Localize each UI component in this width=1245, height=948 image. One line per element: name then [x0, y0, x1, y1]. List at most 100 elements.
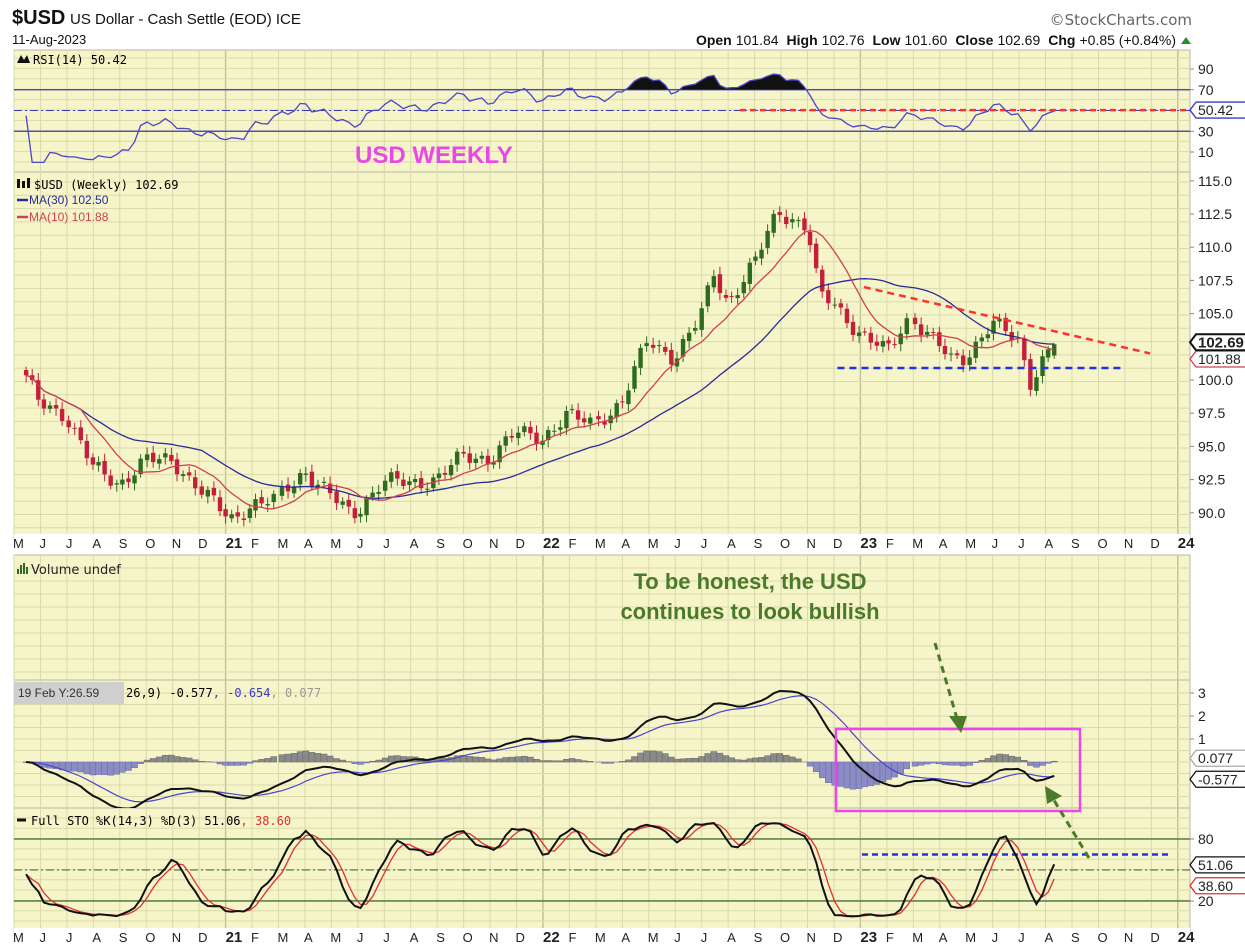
- macd-histogram-bar: [185, 757, 193, 763]
- candle-body: [711, 276, 717, 288]
- candle-body: [467, 453, 472, 463]
- macd-histogram-bar: [544, 760, 552, 763]
- time-axis-label: A: [1045, 536, 1054, 551]
- macd-histogram-bar: [776, 753, 783, 763]
- candle-body: [991, 320, 996, 334]
- candle-body: [59, 408, 65, 421]
- candle-body: [376, 492, 381, 494]
- macd-badge-box: [1189, 770, 1245, 788]
- candle-body: [973, 341, 978, 358]
- candle-body: [1040, 356, 1045, 377]
- candle-body: [144, 454, 150, 461]
- candle-body: [931, 332, 936, 334]
- macd-histogram-bar: [240, 761, 248, 766]
- candle-body: [180, 474, 186, 477]
- macd-histogram-bar: [1044, 761, 1052, 764]
- macd-histogram-bar: [168, 754, 175, 763]
- ma30-legend: MA(30) 102.50: [29, 193, 109, 207]
- macd-histogram-bar: [1039, 761, 1046, 766]
- candle-body: [442, 472, 448, 475]
- sto-d-badge: 38.60: [1198, 878, 1233, 894]
- candle-body: [717, 274, 723, 294]
- time-axis-label: S: [119, 930, 128, 945]
- candle-body: [461, 451, 466, 454]
- macd-histogram-bar: [978, 760, 986, 763]
- macd-histogram-bar: [222, 761, 229, 766]
- time-axis-label: O: [145, 930, 155, 945]
- time-axis-label: 24: [1178, 535, 1195, 552]
- price-axis-label: 97.5: [1198, 405, 1225, 421]
- time-axis-bottom: M J J A S O N D 21 F M A M J J A S O N D 22 F M A M J J A S O N D 23 F M A M…: [13, 928, 1195, 946]
- candle-body: [340, 501, 345, 505]
- macd-histogram-bar: [191, 759, 199, 763]
- time-axis-label: A: [621, 536, 630, 551]
- time-axis-label: J: [66, 536, 73, 551]
- macd-histogram-bar: [568, 758, 576, 763]
- sto-k-badge-box: [1189, 856, 1245, 874]
- macd-histogram-bar: [563, 759, 570, 763]
- macd-histogram-bar: [966, 761, 973, 766]
- candle-body: [72, 427, 77, 429]
- candle-body: [485, 455, 491, 465]
- price-axis-label: 92.5: [1198, 472, 1225, 488]
- macd-histogram-bar: [746, 758, 754, 763]
- price-badge: 102.69: [1198, 334, 1244, 351]
- candle-body: [650, 344, 656, 348]
- candle-body: [90, 457, 96, 465]
- rsi-axis-label: 70: [1198, 82, 1214, 98]
- rsi-axis-label: 90: [1198, 61, 1214, 77]
- candle-body: [918, 324, 924, 336]
- candle-body: [1003, 317, 1008, 332]
- time-axis-label: S: [119, 536, 128, 551]
- macd-histogram-bar: [179, 757, 187, 763]
- macd-histogram-bar: [156, 756, 163, 763]
- macd-histogram-bar: [929, 761, 937, 764]
- time-axis-label: N: [807, 536, 816, 551]
- macd-line: [25, 689, 1055, 808]
- macd-histogram-bar: [673, 758, 681, 763]
- candle-body: [279, 486, 285, 496]
- candle-body: [84, 440, 90, 459]
- chart-header: $USD US Dollar - Cash Settle (EOD) ICE 1…: [12, 7, 1192, 48]
- candle-body: [979, 337, 985, 342]
- macd-histogram-bar: [783, 755, 790, 763]
- candle-body: [53, 405, 59, 409]
- candle-body: [223, 509, 228, 517]
- candle-body: [389, 472, 394, 482]
- close-value: 102.69: [997, 32, 1040, 48]
- macd-histogram-bar: [1008, 755, 1015, 763]
- time-axis-label: F: [251, 536, 259, 551]
- symbol: $USD: [12, 7, 65, 29]
- macd-histogram-bar: [806, 761, 814, 767]
- price-axis-label: 115.0: [1198, 173, 1232, 189]
- candle-body: [174, 459, 180, 475]
- macd-histogram-bar: [1033, 761, 1040, 768]
- candle-body: [644, 343, 649, 347]
- candle-body: [638, 347, 643, 368]
- crosshair-tooltip: [14, 682, 124, 704]
- time-axis-label: A: [410, 536, 419, 551]
- candle-body: [620, 401, 625, 403]
- time-axis-label: J: [1018, 536, 1025, 551]
- time-axis-label: M: [912, 536, 923, 551]
- macd-histogram-bar: [557, 760, 564, 763]
- macd-histogram-bar: [758, 757, 765, 763]
- open-label: Open: [696, 32, 732, 48]
- candle-body: [454, 451, 460, 465]
- time-axis-label: O: [780, 536, 790, 551]
- macd-histogram-bar: [83, 761, 91, 775]
- price-axis-label: 110.0: [1198, 239, 1232, 255]
- stockcharts-watermark[interactable]: ©StockCharts.com: [1050, 11, 1192, 29]
- candle-body: [425, 488, 430, 490]
- macd-histogram-bar: [162, 755, 169, 763]
- axis-strip: [14, 534, 1190, 549]
- time-axis-label: A: [939, 536, 948, 551]
- candle-body: [36, 380, 41, 400]
- time-axis-label: J: [357, 930, 364, 945]
- rsi-badge-box: [1189, 101, 1245, 119]
- rsi-line: [25, 73, 1055, 164]
- candle-body: [796, 220, 801, 222]
- ohlc-readout: Open 101.84 High 102.76 Low 101.60 Close 102.69…: [696, 32, 1176, 48]
- rsi-legend: RSI(14) 50.42: [17, 53, 127, 67]
- macd-badge: -0.577: [1198, 771, 1238, 787]
